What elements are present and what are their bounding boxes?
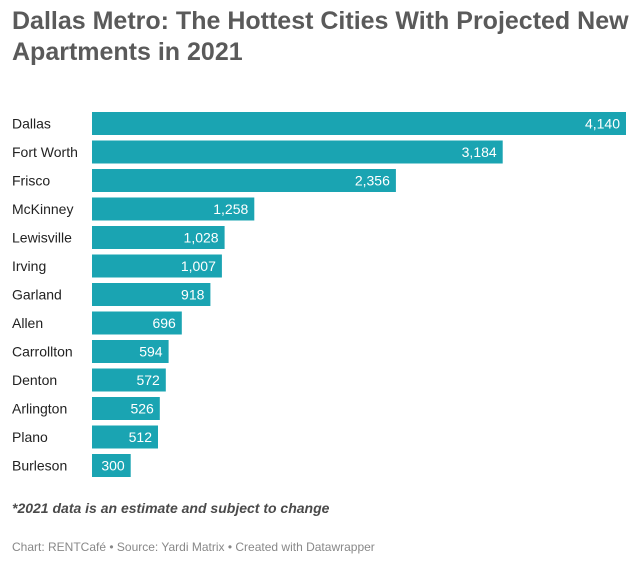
value-label: 1,007	[181, 258, 216, 274]
bar-row-frisco: Frisco 2,356	[12, 169, 396, 192]
bar	[92, 283, 211, 306]
category-label: Lewisville	[12, 230, 72, 246]
category-label: Carrollton	[12, 344, 73, 360]
bar-chart: Dallas 4,140 Fort Worth 3,184 Frisco 2,356 McK…	[12, 112, 626, 477]
bar-row-carrollton: Carrollton 594	[12, 340, 169, 363]
value-label: 4,140	[585, 116, 620, 132]
bar-row-fort-worth: Fort Worth 3,184	[12, 140, 503, 164]
value-label: 1,028	[184, 230, 219, 246]
bar-row-burleson: Burleson 300	[12, 454, 131, 477]
value-label: 3,184	[462, 144, 497, 160]
value-label: 526	[130, 401, 154, 417]
bar-row-plano: Plano 512	[12, 425, 158, 449]
category-label: Fort Worth	[12, 144, 78, 160]
estimate-note: *2021 data is an estimate and subject to…	[12, 500, 330, 516]
footer-separator: •	[224, 540, 236, 554]
bar	[92, 169, 396, 192]
value-label: 300	[101, 458, 125, 474]
bar-row-lewisville: Lewisville 1,028	[12, 226, 225, 249]
category-label: Burleson	[12, 458, 67, 474]
bar-row-dallas: Dallas 4,140	[12, 112, 626, 135]
bar-row-denton: Denton 572	[12, 368, 166, 392]
bar	[92, 425, 158, 449]
value-label: 512	[129, 429, 153, 445]
category-label: Allen	[12, 315, 43, 331]
category-label: Arlington	[12, 401, 67, 417]
category-label: McKinney	[12, 201, 73, 217]
category-label: Garland	[12, 287, 62, 303]
bar	[92, 112, 626, 135]
bar-row-allen: Allen 696	[12, 311, 182, 335]
value-label: 594	[139, 344, 163, 360]
category-label: Dallas	[12, 116, 51, 132]
value-label: 2,356	[355, 173, 390, 189]
bar	[92, 454, 131, 477]
category-label: Plano	[12, 429, 48, 445]
bar	[92, 140, 503, 164]
value-label: 918	[181, 287, 205, 303]
footer-created-with: Created with Datawrapper	[235, 540, 375, 554]
footer-chart-credit: Chart: RENTCafé	[12, 540, 107, 554]
bar-row-mckinney: McKinney 1,258	[12, 197, 255, 221]
bar-row-arlington: Arlington 526	[12, 397, 160, 420]
footer-separator: •	[106, 540, 117, 554]
bar	[92, 254, 222, 278]
chart-title: Dallas Metro: The Hottest Cities With Pr…	[12, 7, 629, 66]
bar	[92, 368, 166, 392]
bar	[92, 197, 255, 221]
bar	[92, 397, 160, 420]
category-label: Denton	[12, 372, 57, 388]
value-label: 696	[152, 315, 176, 331]
value-label: 1,258	[213, 201, 248, 217]
chart-footer: Chart: RENTCafé • Source: Yardi Matrix •…	[12, 540, 375, 554]
footer-source: Source: Yardi Matrix	[116, 540, 225, 554]
bar	[92, 340, 169, 363]
bar-row-irving: Irving 1,007	[12, 254, 222, 278]
bar	[92, 311, 182, 335]
bar-row-garland: Garland 918	[12, 283, 211, 306]
bar	[92, 226, 225, 249]
category-label: Irving	[12, 258, 46, 274]
category-label: Frisco	[12, 173, 50, 189]
value-label: 572	[136, 372, 160, 388]
